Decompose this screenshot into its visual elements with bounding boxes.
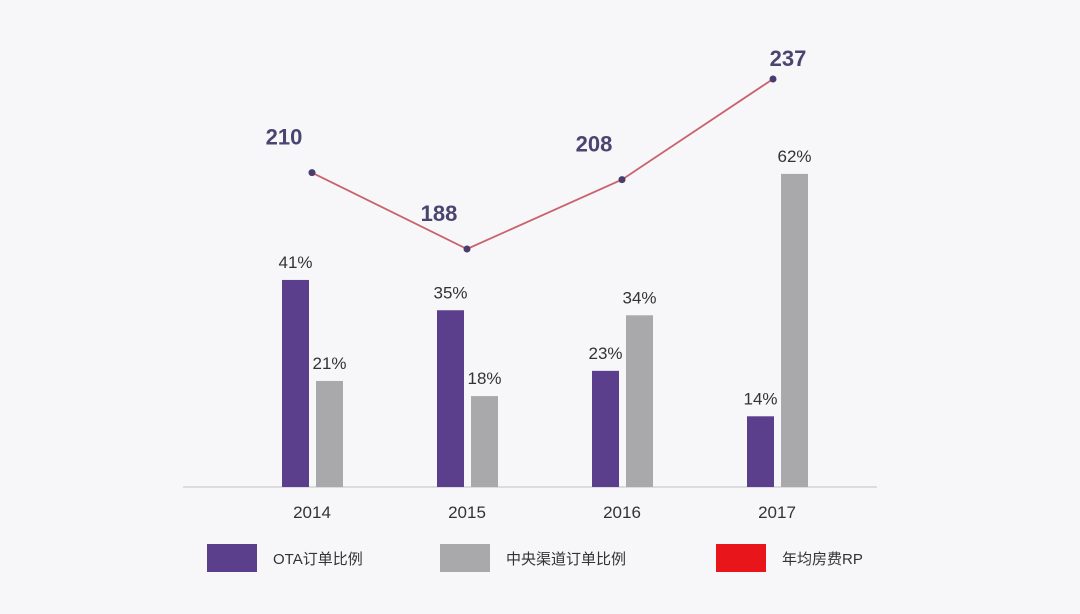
bar-label-ota-2016: 23% xyxy=(588,344,622,363)
bar-label-central-2014: 21% xyxy=(312,354,346,373)
legend-item-ota: OTA订单比例 xyxy=(207,544,363,572)
legend-swatch-rp xyxy=(716,544,766,572)
legend-label-rp: 年均房费RP xyxy=(782,550,863,568)
bar-ota-2017 xyxy=(747,416,774,487)
bar-label-central-2017: 62% xyxy=(777,147,811,166)
bar-central-2015 xyxy=(471,396,498,487)
bar-label-ota-2014: 41% xyxy=(278,253,312,272)
line-label-rp-2015: 188 xyxy=(421,201,458,226)
bar-central-2017 xyxy=(781,173,808,487)
x-tick-label-2016: 2016 xyxy=(603,503,641,522)
legend-label-ota: OTA订单比例 xyxy=(273,550,363,568)
legend-swatch-ota xyxy=(207,544,257,572)
legend-label-central: 中央渠道订单比例 xyxy=(506,550,627,568)
line-label-rp-2014: 210 xyxy=(266,125,303,150)
line-point-rp-2014 xyxy=(308,169,316,177)
legend-swatch-central xyxy=(440,544,490,572)
line-point-rp-2016 xyxy=(618,176,626,184)
line-label-rp-2017: 237 xyxy=(770,46,807,71)
bar-label-central-2015: 18% xyxy=(467,369,501,388)
bar-ota-2014 xyxy=(282,279,309,487)
line-label-rp-2016: 208 xyxy=(576,132,613,157)
legend-item-rp: 年均房费RP xyxy=(716,544,863,572)
line-point-rp-2015 xyxy=(463,245,471,253)
bar-ota-2016 xyxy=(592,370,619,487)
bar-ota-2015 xyxy=(437,310,464,487)
bar-label-ota-2017: 14% xyxy=(743,389,777,408)
bar-central-2014 xyxy=(316,380,343,487)
bar-central-2016 xyxy=(626,315,653,487)
x-tick-label-2014: 2014 xyxy=(293,503,331,522)
bar-label-central-2016: 34% xyxy=(622,288,656,307)
legend: OTA订单比例 中央渠道订单比例 年均房费RP xyxy=(0,544,1080,574)
x-tick-label-2015: 2015 xyxy=(448,503,486,522)
line-rp xyxy=(311,78,774,250)
line-point-rp-2017 xyxy=(769,75,777,83)
legend-item-central: 中央渠道订单比例 xyxy=(440,544,626,572)
x-tick-label-2017: 2017 xyxy=(758,503,796,522)
bar-label-ota-2015: 35% xyxy=(433,283,467,302)
